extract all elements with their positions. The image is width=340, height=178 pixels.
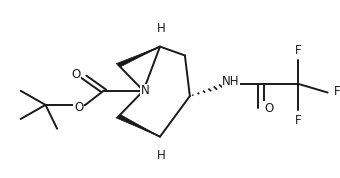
Text: NH: NH xyxy=(222,75,240,88)
Text: F: F xyxy=(294,44,301,57)
Text: H: H xyxy=(157,149,166,162)
Text: F: F xyxy=(294,114,301,127)
Text: H: H xyxy=(157,22,166,35)
Text: O: O xyxy=(264,102,273,115)
Polygon shape xyxy=(116,47,160,67)
Text: O: O xyxy=(74,101,83,114)
Text: O: O xyxy=(71,68,80,81)
Polygon shape xyxy=(116,115,160,137)
Text: F: F xyxy=(334,85,340,98)
Text: N: N xyxy=(141,84,150,97)
